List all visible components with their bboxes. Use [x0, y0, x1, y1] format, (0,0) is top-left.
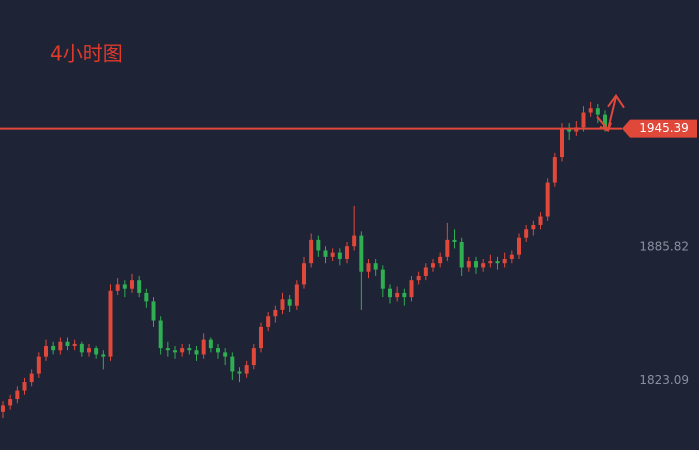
candle-body	[223, 352, 228, 357]
candle-body	[216, 348, 220, 353]
candle-body	[380, 269, 385, 289]
candle-body	[509, 254, 514, 259]
candle-body	[345, 246, 349, 259]
candle-body	[58, 341, 63, 351]
candle-body	[122, 284, 127, 289]
candle-body	[251, 348, 256, 366]
candle-body	[29, 373, 34, 383]
price-tag	[622, 119, 697, 138]
candle-body	[144, 292, 149, 302]
candle-body	[294, 284, 299, 306]
candle-body	[388, 288, 392, 298]
candle-body	[194, 350, 199, 355]
candle-body	[44, 345, 48, 357]
candle-body	[316, 239, 321, 251]
candle-body	[502, 258, 507, 264]
candle-body	[22, 382, 27, 391]
candle-body	[65, 341, 70, 346]
candle-body	[552, 157, 557, 183]
candle-body	[137, 280, 142, 293]
candle-body	[445, 239, 450, 257]
candle-body	[538, 216, 543, 225]
candle-body	[531, 225, 536, 230]
candle-body	[79, 343, 84, 353]
candle-body	[567, 129, 572, 132]
candle-body	[208, 339, 213, 349]
candle-body	[302, 263, 306, 285]
candle-body	[158, 320, 163, 349]
candle-body	[259, 326, 263, 349]
candle-body	[36, 356, 41, 374]
candle-body	[330, 252, 335, 257]
candle-body	[373, 263, 378, 270]
candle-body	[545, 182, 550, 217]
candle-body	[151, 301, 156, 321]
candle-body	[280, 299, 285, 310]
candle-body	[130, 280, 134, 289]
candle-body	[459, 241, 464, 268]
y-tick-label: 1885.82	[639, 240, 689, 254]
candle-body	[581, 112, 586, 128]
candle-body	[416, 275, 421, 281]
price-label: 1945.39	[639, 121, 689, 135]
candle-body	[72, 343, 77, 346]
candle-body	[474, 261, 478, 268]
candle-body	[488, 261, 493, 264]
candle-body	[481, 263, 486, 268]
candle-body	[287, 299, 292, 306]
candle-body	[51, 345, 56, 351]
candle-body	[1, 405, 5, 412]
chart-title: 4小时图	[50, 42, 123, 66]
candle-body	[402, 292, 407, 298]
candle-body	[187, 348, 192, 351]
candle-body	[201, 339, 206, 355]
candle-body	[165, 348, 170, 351]
candle-body	[230, 356, 235, 372]
candle-body	[588, 108, 593, 113]
candle-body	[359, 235, 364, 272]
y-tick-label: 1823.09	[639, 373, 689, 387]
candle-body	[423, 267, 428, 276]
candle-body	[438, 256, 443, 264]
annotation-arrowhead	[599, 122, 612, 133]
candle-body	[15, 390, 20, 400]
candle-body	[524, 229, 529, 238]
candle-body	[560, 129, 564, 158]
candle-body	[87, 348, 91, 353]
candle-body	[180, 348, 185, 353]
candle-body	[352, 235, 357, 247]
candle-body	[517, 237, 521, 255]
candle-body	[173, 350, 177, 353]
candle-body	[273, 309, 278, 317]
candle-body	[108, 290, 113, 357]
candle-body	[452, 239, 457, 242]
candle-body	[237, 371, 242, 374]
annotation-arrowhead	[607, 93, 625, 109]
candle-body	[466, 261, 471, 268]
candle-body	[309, 239, 314, 264]
candle-body	[94, 348, 99, 355]
candle-body	[115, 284, 120, 291]
candle-body	[395, 292, 400, 298]
candle-body	[8, 399, 13, 406]
candle-body	[266, 316, 271, 327]
candle-body	[101, 354, 106, 357]
candle-body	[366, 263, 371, 272]
candle-body	[337, 252, 342, 259]
candle-body	[409, 280, 414, 298]
candle-body	[595, 108, 600, 115]
candle-body	[244, 365, 249, 374]
candle-body	[495, 261, 500, 264]
candle-body	[431, 263, 435, 268]
candle-body	[323, 250, 328, 257]
candle-body	[603, 114, 607, 128]
